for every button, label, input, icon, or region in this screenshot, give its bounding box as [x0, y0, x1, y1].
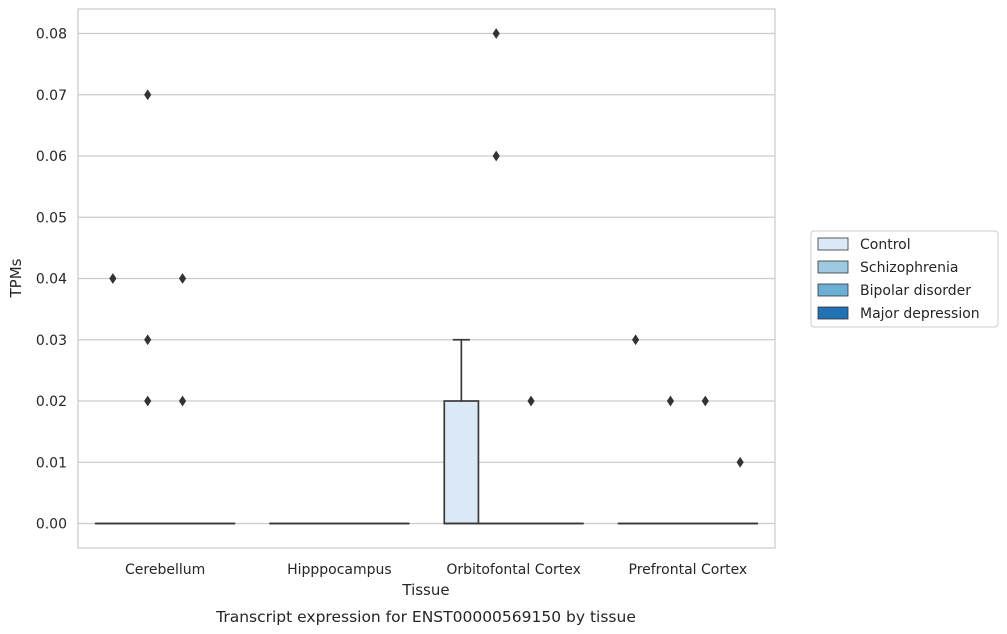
- x-tick-label: Prefrontal Cortex: [629, 562, 748, 578]
- legend-swatch: [817, 283, 849, 297]
- outlier-point: [701, 395, 709, 407]
- outlier-point: [736, 456, 744, 468]
- y-axis-label: TPMs: [7, 258, 25, 298]
- y-axis-ticks: 0.00 0.01 0.02 0.03 0.04 0.05 0.06 0.07 0.08: [36, 27, 67, 533]
- legend-label: Control: [860, 237, 911, 253]
- outlier-point: [527, 395, 535, 407]
- x-tick-label: Orbitofontal Cortex: [446, 562, 581, 578]
- plot-area-frame: [77, 8, 776, 549]
- y-tick-label: 0.06: [36, 149, 67, 165]
- y-tick-label: 0.08: [36, 27, 67, 43]
- outlier-point: [109, 273, 117, 284]
- outlier-point: [666, 395, 675, 407]
- x-axis-label: Tissue: [401, 581, 449, 599]
- outlier-point: [632, 334, 640, 346]
- legend-label: Schizophrenia: [860, 260, 958, 276]
- outlier-point: [178, 273, 187, 284]
- y-tick-label: 0.01: [36, 455, 67, 471]
- chart-caption: Transcript expression for ENST0000056915…: [215, 608, 636, 626]
- y-tick-label: 0.02: [36, 394, 67, 410]
- outlier-point: [492, 150, 500, 162]
- y-tick-label: 0.05: [36, 210, 67, 226]
- legend-swatch: [817, 260, 849, 274]
- box-series: [94, 28, 759, 525]
- outlier-point: [178, 395, 187, 407]
- legend-swatch: [817, 306, 849, 320]
- box-body: [443, 400, 480, 525]
- outlier-point: [144, 395, 152, 407]
- y-tick-label: 0.04: [36, 272, 67, 288]
- box-3-3: [722, 456, 759, 525]
- y-tick-label: 0.00: [36, 517, 67, 533]
- x-tick-label: Hipppocampus: [287, 562, 392, 578]
- y-tick-label: 0.07: [36, 88, 67, 104]
- legend-swatch: [817, 237, 849, 251]
- x-tick-label: Cerebellum: [125, 562, 205, 578]
- legend-label: Major depression: [860, 306, 980, 322]
- legend-frame: [810, 230, 999, 328]
- x-axis-ticks: Cerebellum Hipppocampus Orbitofontal Corte…: [125, 562, 747, 578]
- outlier-point: [144, 89, 152, 101]
- outlier-point: [144, 334, 152, 346]
- outlier-point: [492, 28, 500, 39]
- box-0-2: [443, 338, 480, 525]
- legend-label: Bipolar disorder: [860, 283, 971, 299]
- y-tick-label: 0.03: [36, 333, 67, 349]
- legend: Control Schizophrenia Bipolar disorder Majo…: [810, 230, 999, 328]
